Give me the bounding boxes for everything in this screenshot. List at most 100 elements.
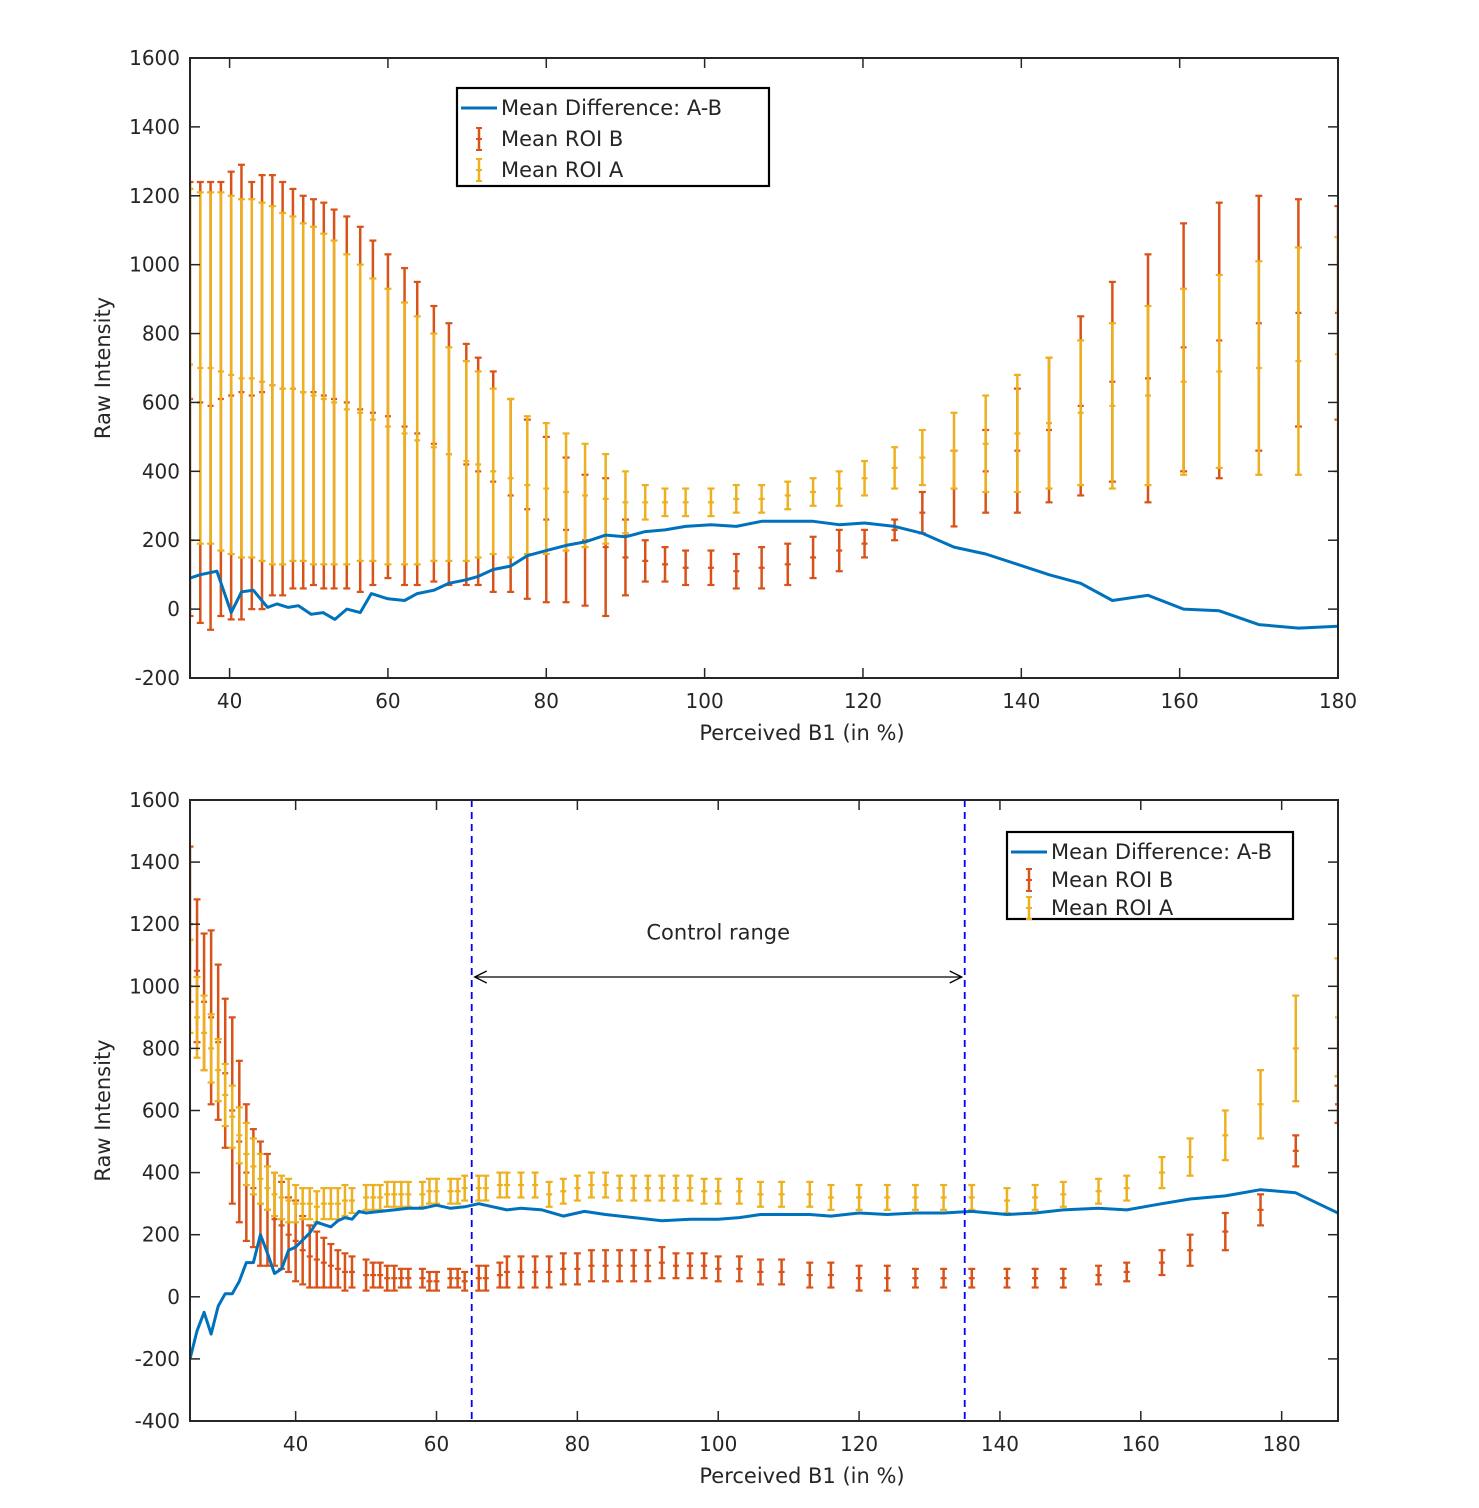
- errorbar: [758, 484, 766, 514]
- errorbar: [573, 1252, 581, 1286]
- errorbar: [686, 1252, 694, 1280]
- errorbar: [503, 1255, 511, 1289]
- errorbar: [313, 1190, 321, 1224]
- errorbar: [545, 1180, 553, 1208]
- errorbar: [334, 1249, 342, 1289]
- errorbar: [430, 332, 438, 562]
- errorbar: [258, 201, 266, 562]
- x-tick-label: 180: [1319, 689, 1357, 713]
- errorbar: [855, 1183, 863, 1211]
- y-tick-label: -200: [135, 1347, 180, 1371]
- errorbar: [461, 1174, 469, 1202]
- errorbar: [242, 1121, 250, 1187]
- errorbar: [835, 470, 843, 507]
- errorbar: [559, 1252, 567, 1286]
- errorbar: [587, 1171, 595, 1199]
- errorbar: [390, 1180, 398, 1208]
- x-tick-label: 60: [375, 689, 400, 713]
- errorbar: [644, 1249, 652, 1283]
- errorbar: [968, 1267, 976, 1289]
- errorbar: [474, 370, 482, 559]
- errorbar: [1257, 1069, 1265, 1140]
- axes-frame: [189, 57, 1339, 679]
- errorbar: [661, 546, 669, 583]
- errorbar: [271, 1171, 279, 1218]
- y-tick-label: 1000: [129, 253, 180, 277]
- errorbar: [369, 1261, 377, 1289]
- y-tick-label: 600: [142, 1099, 180, 1123]
- legend-label: Mean Difference: A-B: [501, 96, 722, 120]
- series-roi-a: [190, 187, 1338, 566]
- y-tick-label: 1400: [129, 850, 180, 874]
- plot-area: [190, 845, 1338, 1360]
- errorbar: [602, 453, 610, 545]
- errorbar: [735, 1255, 743, 1283]
- y-axis-title: Raw Intensity: [91, 1039, 115, 1181]
- errorbar: [334, 1187, 342, 1221]
- errorbar: [968, 1183, 976, 1211]
- x-axis-title: Perceived B1 (in %): [699, 721, 904, 745]
- errorbar: [855, 1264, 863, 1292]
- legend-box: [1005, 830, 1295, 921]
- errorbar: [982, 394, 990, 494]
- errorbar: [401, 301, 409, 566]
- errorbar: [1292, 1134, 1300, 1168]
- errorbar: [517, 1255, 525, 1289]
- errorbar: [644, 1174, 652, 1202]
- errorbar: [641, 539, 649, 583]
- errorbar: [356, 263, 364, 562]
- errorbar: [445, 346, 453, 562]
- errorbar: [299, 1214, 307, 1286]
- errorbar: [911, 1183, 919, 1211]
- errorbar: [950, 411, 958, 490]
- x-tick-label: 140: [1002, 689, 1040, 713]
- x-tick-label: 80: [534, 689, 559, 713]
- errorbar: [279, 211, 287, 566]
- errorbar: [587, 1249, 595, 1283]
- errorbar: [1108, 322, 1116, 490]
- x-tick-label: 40: [283, 1432, 308, 1456]
- errorbar: [531, 1171, 539, 1199]
- x-tick-label: 160: [1161, 689, 1199, 713]
- errorbar: [835, 528, 843, 573]
- errorbar: [806, 1180, 814, 1208]
- errorbar: [462, 360, 470, 562]
- y-tick-label: 600: [142, 390, 180, 414]
- errorbar: [447, 1267, 455, 1289]
- errorbar: [616, 1174, 624, 1202]
- errorbar: [313, 1230, 321, 1289]
- errorbar: [1031, 1183, 1039, 1211]
- errorbar: [1077, 339, 1085, 487]
- errorbar: [207, 191, 215, 545]
- errorbar: [517, 1171, 525, 1199]
- errorbar: [602, 1249, 610, 1283]
- errorbar: [248, 198, 256, 559]
- errorbar: [348, 1255, 356, 1289]
- errorbar: [1045, 356, 1053, 490]
- legend-label: Mean ROI B: [501, 127, 623, 151]
- errorbar: [658, 1174, 666, 1202]
- errorbar: [433, 1177, 441, 1205]
- errorbar: [940, 1183, 948, 1211]
- errorbar: [214, 1037, 222, 1103]
- y-tick-label: 1000: [129, 974, 180, 998]
- errorbar: [672, 1174, 680, 1202]
- errorbar: [285, 1177, 293, 1224]
- errorbar: [621, 470, 629, 535]
- control-range-label: Control range: [646, 921, 790, 945]
- legend-label: Mean ROI A: [501, 158, 624, 182]
- errorbar: [735, 1177, 743, 1205]
- y-tick-label: 1600: [129, 46, 180, 70]
- legend-box: [455, 86, 771, 188]
- errorbar: [581, 442, 589, 549]
- errorbar: [369, 277, 377, 562]
- errorbar: [806, 1261, 814, 1289]
- x-tick-label: 100: [699, 1432, 737, 1456]
- errorbar: [630, 1174, 638, 1202]
- errorbar: [343, 253, 351, 566]
- errorbar: [404, 1267, 412, 1289]
- errorbar: [911, 1267, 919, 1289]
- legend: Mean Difference: A-B Mean ROI B Mean ROI A: [1005, 830, 1295, 921]
- x-axis-title: Perceived B1 (in %): [699, 1464, 904, 1488]
